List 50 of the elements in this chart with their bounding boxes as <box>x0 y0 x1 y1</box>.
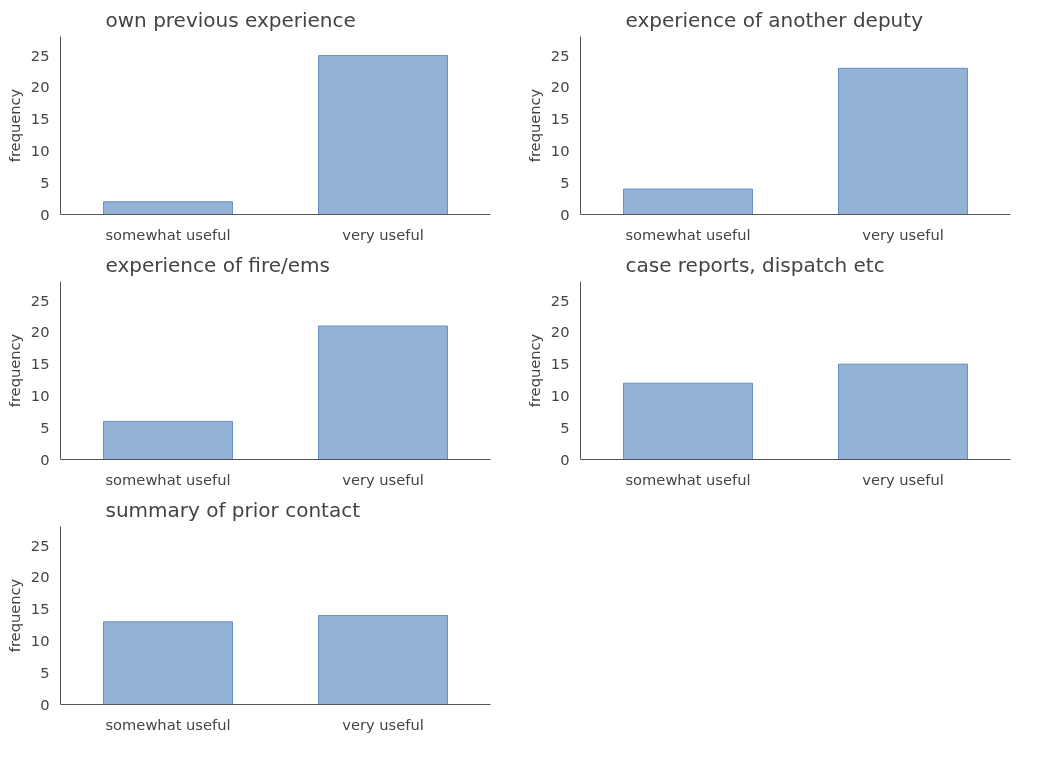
y-tick-label: 15 <box>550 110 570 128</box>
y-tick-label: 0 <box>40 695 50 713</box>
y-axis-title: frequency <box>5 578 23 653</box>
y-tick-label: 5 <box>40 663 50 681</box>
y-tick-label: 5 <box>560 418 570 436</box>
x-tick-label: very useful <box>342 225 424 243</box>
y-tick-label: 0 <box>560 450 570 468</box>
y-tick-label: 20 <box>30 323 50 341</box>
y-tick-label: 25 <box>550 46 570 64</box>
y-tick-label: 25 <box>30 536 50 554</box>
x-tick-label: somewhat useful <box>105 470 231 488</box>
y-tick-label: 10 <box>30 141 50 159</box>
y-tick-label: 0 <box>40 205 50 223</box>
y-tick-label: 5 <box>560 173 570 191</box>
x-tick-label: very useful <box>342 715 424 733</box>
x-tick-label: somewhat useful <box>625 470 751 488</box>
chart-title: own previous experience <box>105 7 356 32</box>
y-tick-label: 10 <box>30 386 50 404</box>
chart-title: summary of prior contact <box>105 497 361 522</box>
chart-title: experience of another deputy <box>625 7 924 32</box>
y-tick-label: 25 <box>30 46 50 64</box>
x-tick-label: very useful <box>862 470 944 488</box>
y-tick-label: 0 <box>40 450 50 468</box>
x-tick-label: somewhat useful <box>625 225 751 243</box>
y-tick-label: 5 <box>40 418 50 436</box>
y-tick-label: 15 <box>30 355 50 373</box>
y-tick-label: 20 <box>30 78 50 96</box>
y-tick-label: 10 <box>550 386 570 404</box>
y-tick-label: 20 <box>30 568 50 586</box>
y-tick-label: 0 <box>560 205 570 223</box>
y-tick-label: 20 <box>550 78 570 96</box>
x-tick-label: very useful <box>862 225 944 243</box>
y-tick-label: 25 <box>550 291 570 309</box>
y-axis-title: frequency <box>525 333 543 408</box>
chart-title: experience of fire/ems <box>105 252 330 277</box>
x-tick-label: very useful <box>342 470 424 488</box>
y-tick-label: 15 <box>30 110 50 128</box>
y-axis-title: frequency <box>5 333 23 408</box>
x-tick-label: somewhat useful <box>105 225 231 243</box>
y-tick-label: 10 <box>30 631 50 649</box>
y-tick-label: 5 <box>40 173 50 191</box>
y-tick-label: 15 <box>30 600 50 618</box>
y-axis-title: frequency <box>525 88 543 163</box>
y-tick-label: 10 <box>550 141 570 159</box>
x-tick-label: somewhat useful <box>105 715 231 733</box>
chart-title: case reports, dispatch etc <box>625 252 885 277</box>
y-axis-title: frequency <box>5 88 23 163</box>
y-tick-label: 25 <box>30 291 50 309</box>
y-tick-label: 20 <box>550 323 570 341</box>
y-tick-label: 15 <box>550 355 570 373</box>
